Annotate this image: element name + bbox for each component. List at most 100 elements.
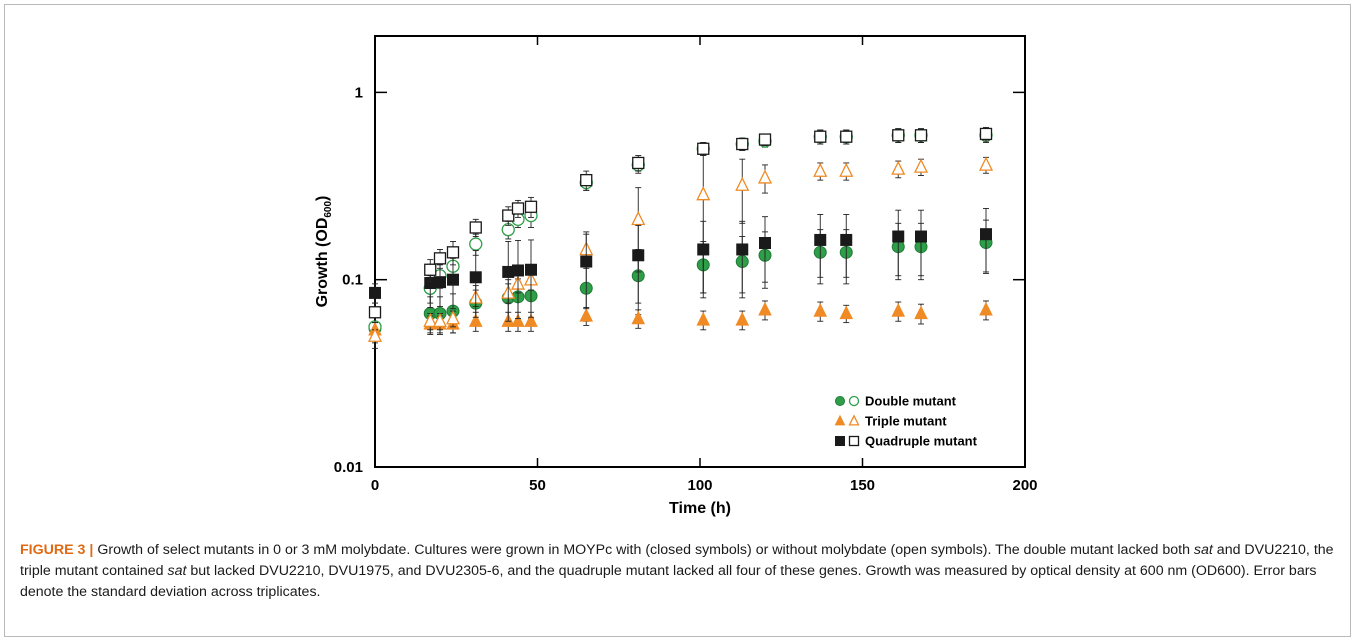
data-point xyxy=(632,156,645,170)
data-point xyxy=(891,160,906,175)
legend-marker-open xyxy=(848,395,860,407)
data-point xyxy=(369,286,381,299)
data-point xyxy=(580,255,593,268)
series-triple-mutant-closed xyxy=(368,300,993,339)
data-point xyxy=(757,169,773,184)
data-point xyxy=(758,133,772,146)
y-axis-title: Growth (OD600) xyxy=(314,196,334,308)
legend-marker-open xyxy=(848,414,860,426)
x-tick-label: 0 xyxy=(371,477,379,494)
data-point xyxy=(511,202,525,215)
data-point xyxy=(813,303,828,317)
data-point xyxy=(525,263,537,276)
y-tick-label: 0.01 xyxy=(334,459,363,476)
data-point xyxy=(696,311,711,326)
data-point xyxy=(469,271,482,284)
legend-label: Double mutant xyxy=(865,394,957,409)
data-point xyxy=(980,228,992,241)
data-point xyxy=(697,142,710,155)
y-axis-title-main: Growth (OD xyxy=(314,218,331,308)
data-point xyxy=(697,243,710,256)
data-point xyxy=(914,305,928,320)
data-point xyxy=(524,200,538,213)
legend-marker-open xyxy=(848,435,860,447)
x-axis-title: Time (h) xyxy=(669,500,731,517)
caption-gene-sat-2: sat xyxy=(167,563,187,579)
data-point xyxy=(758,301,772,316)
caption-gene-sat-1: sat xyxy=(1193,542,1213,558)
data-point xyxy=(979,301,993,316)
x-tick-label: 200 xyxy=(1012,477,1037,494)
data-point xyxy=(445,310,461,325)
data-point xyxy=(579,307,594,322)
x-tick-label: 150 xyxy=(850,477,875,494)
data-point xyxy=(978,156,994,171)
data-point xyxy=(446,246,460,259)
data-point xyxy=(468,313,483,327)
legend-item: Quadruple mutant xyxy=(835,434,978,449)
data-point xyxy=(512,264,524,277)
data-point xyxy=(979,127,993,141)
y-axis-title-close: ) xyxy=(314,196,331,201)
data-point xyxy=(433,252,447,265)
data-point xyxy=(631,210,646,226)
figure-caption: FIGURE 3 | Growth of select mutants in 0… xyxy=(20,540,1335,603)
data-point xyxy=(432,312,448,328)
caption-text-2: and DVU2210, the triple mutant contained xyxy=(20,542,1334,579)
data-point xyxy=(424,263,437,276)
legend-marker-closed xyxy=(834,414,846,426)
data-point xyxy=(469,237,483,251)
data-point xyxy=(696,186,711,201)
data-point xyxy=(892,230,905,243)
data-point xyxy=(502,209,515,222)
data-point xyxy=(524,313,538,327)
growth-chart: 0 50 100 150 200 0.01 0.1 1 Time (h) Growth (OD… xyxy=(314,35,1038,517)
caption-text-3: but lacked DVU2210, DVU1975, and DVU2305… xyxy=(20,563,1317,600)
plot-area: 0 50 100 150 200 0.01 0.1 1 xyxy=(334,35,1038,494)
data-point xyxy=(914,129,928,142)
data-point xyxy=(891,303,906,317)
data-point xyxy=(511,313,525,327)
data-point xyxy=(915,230,927,243)
caption-text-1: Growth of select mutants in 0 or 3 mM mo… xyxy=(93,542,1194,558)
data-point xyxy=(367,327,383,342)
caption-separator: | xyxy=(89,542,94,558)
figure-frame xyxy=(4,4,1351,637)
data-point xyxy=(840,130,853,143)
legend: Double mutant Triple mutant Quadruple muta… xyxy=(834,394,978,449)
data-point xyxy=(632,249,645,262)
data-point xyxy=(759,236,771,249)
data-point xyxy=(368,306,382,319)
legend-item: Triple mutant xyxy=(834,414,947,429)
legend-label: Quadruple mutant xyxy=(865,434,978,449)
data-point xyxy=(813,162,828,177)
data-point xyxy=(580,173,593,187)
series-quadruple-mutant-closed xyxy=(369,208,992,322)
data-point xyxy=(469,221,482,234)
x-tick-label: 50 xyxy=(529,477,546,494)
y-tick-label: 0.1 xyxy=(342,272,363,289)
series-quadruple-mutant-open xyxy=(368,126,993,324)
y-tick-label: 1 xyxy=(355,84,363,101)
data-point xyxy=(736,243,749,256)
legend-label: Triple mutant xyxy=(865,414,947,429)
y-axis-title-subscript: 600 xyxy=(323,201,334,218)
data-point xyxy=(434,276,446,289)
data-point xyxy=(814,233,827,246)
legend-marker-closed xyxy=(835,396,845,406)
data-point xyxy=(735,176,750,191)
data-point xyxy=(839,162,854,177)
data-point xyxy=(839,305,854,320)
data-point xyxy=(892,129,905,142)
legend-marker-closed xyxy=(835,436,845,446)
series-layer xyxy=(367,126,994,349)
data-point xyxy=(423,312,438,328)
data-point xyxy=(447,273,459,286)
data-point xyxy=(631,310,646,325)
figure-label: FIGURE 3 xyxy=(20,542,86,558)
legend-item: Double mutant xyxy=(835,394,957,409)
data-point xyxy=(840,233,853,246)
data-point xyxy=(814,130,827,143)
x-tick-label: 100 xyxy=(687,477,712,494)
data-point xyxy=(913,158,929,173)
